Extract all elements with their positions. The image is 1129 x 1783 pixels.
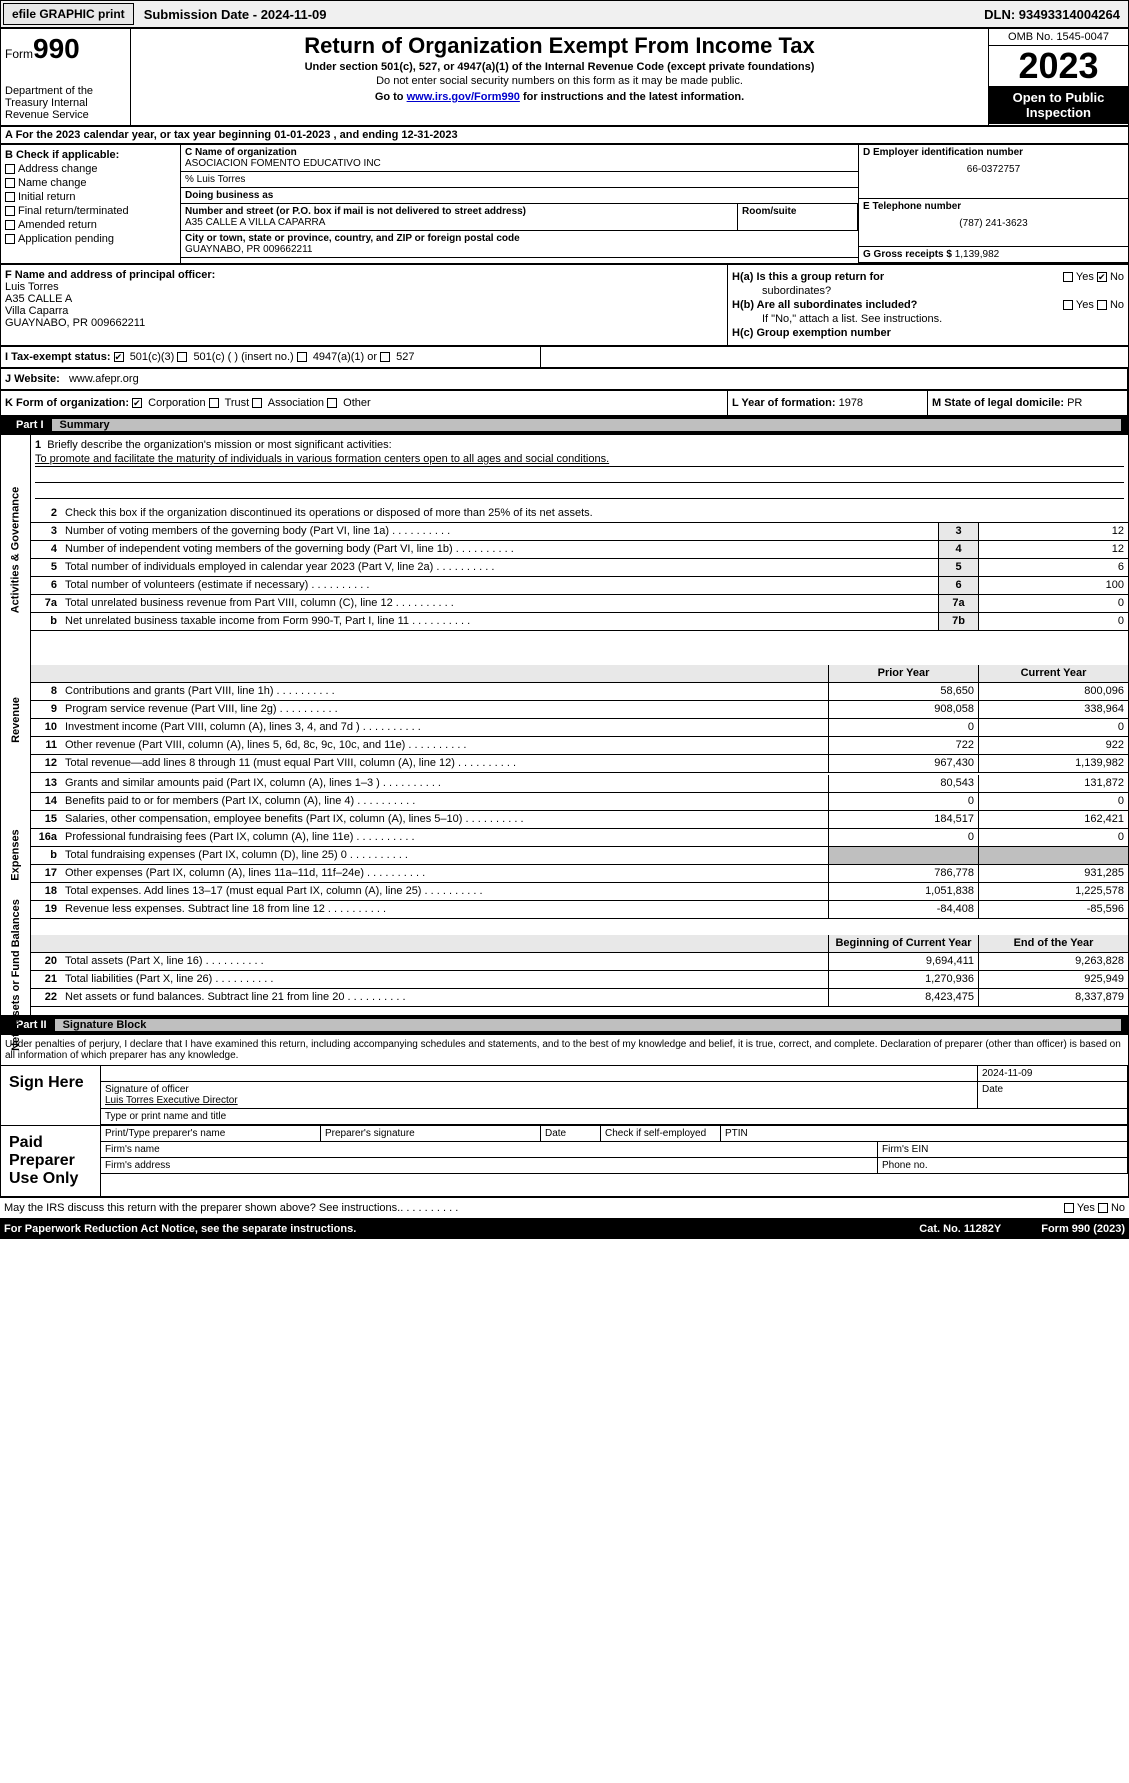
year-formation: 1978	[839, 397, 863, 409]
form-header: Form990 Department of the Treasury Inter…	[0, 28, 1129, 126]
form-title: Return of Organization Exempt From Incom…	[135, 33, 984, 59]
hb-label: H(b) Are all subordinates included?	[732, 299, 917, 311]
ein-label: D Employer identification number	[863, 147, 1124, 158]
topbar: efile GRAPHIC print Submission Date - 20…	[0, 0, 1129, 28]
side-gov: Activities & Governance	[10, 487, 22, 614]
room-label: Room/suite	[742, 206, 796, 217]
hb-no[interactable]	[1097, 300, 1107, 310]
discuss-yes[interactable]	[1064, 1203, 1074, 1213]
ha-label: H(a) Is this a group return for	[732, 271, 884, 283]
dln: DLN: 93493314004264	[976, 4, 1128, 25]
care-of: % Luis Torres	[181, 172, 858, 188]
org-name-label: C Name of organization	[185, 147, 854, 158]
discuss-no[interactable]	[1098, 1203, 1108, 1213]
row-a-calendar: A For the 2023 calendar year, or tax yea…	[0, 126, 1129, 144]
irs-link[interactable]: www.irs.gov/Form990	[407, 91, 520, 103]
open-public: Open to Public Inspection	[989, 86, 1128, 124]
tax-status-label: I Tax-exempt status:	[5, 351, 111, 363]
perjury-text: Under penalties of perjury, I declare th…	[1, 1035, 1128, 1065]
chk-initial[interactable]	[5, 192, 15, 202]
section-b-to-g: B Check if applicable: Address change Na…	[0, 144, 1129, 264]
website-label: J Website:	[5, 373, 60, 385]
row-i-j: I Tax-exempt status: 501(c)(3) 501(c) ( …	[0, 346, 1129, 368]
ein-value: 66-0372757	[863, 164, 1124, 175]
addr-label: Number and street (or P.O. box if mail i…	[185, 206, 733, 217]
org-name: ASOCIACION FOMENTO EDUCATIVO INC	[185, 158, 854, 169]
addr-value: A35 CALLE A VILLA CAPARRA	[185, 217, 733, 228]
hb-yes[interactable]	[1063, 300, 1073, 310]
gross-label: G Gross receipts $	[863, 249, 952, 260]
sign-here-label: Sign Here	[1, 1066, 101, 1125]
chk-other[interactable]	[327, 398, 337, 408]
officer-line-2: Villa Caparra	[5, 305, 723, 317]
discuss-row: May the IRS discuss this return with the…	[0, 1197, 1129, 1218]
chk-name[interactable]	[5, 178, 15, 188]
city-label: City or town, state or province, country…	[185, 233, 854, 244]
dept-label: Department of the Treasury Internal Reve…	[5, 85, 126, 121]
signature-block: Under penalties of perjury, I declare th…	[0, 1034, 1129, 1197]
chk-corp[interactable]	[132, 398, 142, 408]
form-number: Form990	[5, 33, 126, 65]
sig-date: 2024-11-09	[978, 1066, 1128, 1081]
officer-line-1: A35 CALLE A	[5, 293, 723, 305]
chk-pending[interactable]	[5, 234, 15, 244]
hc-label: H(c) Group exemption number	[732, 327, 891, 339]
submission-date: Submission Date - 2024-11-09	[136, 4, 335, 25]
part-1-header: Part I Summary	[0, 416, 1129, 434]
summary-table: Activities & Governance 1 Briefly descri…	[0, 434, 1129, 1016]
ha-yes[interactable]	[1063, 272, 1073, 282]
subtitle-1: Under section 501(c), 527, or 4947(a)(1)…	[135, 61, 984, 73]
section-f-h: F Name and address of principal officer:…	[0, 264, 1129, 346]
goto-line: Go to www.irs.gov/Form990 for instructio…	[135, 91, 984, 103]
side-exp: Expenses	[10, 829, 22, 880]
side-rev: Revenue	[10, 697, 22, 743]
chk-assoc[interactable]	[252, 398, 262, 408]
chk-trust[interactable]	[209, 398, 219, 408]
chk-527[interactable]	[380, 352, 390, 362]
chk-501c[interactable]	[177, 352, 187, 362]
officer-sig-name: Luis Torres Executive Director	[105, 1095, 973, 1106]
website-value: www.afepr.org	[69, 373, 139, 385]
box-b-title: B Check if applicable:	[5, 149, 176, 161]
row-k-l-m: K Form of organization: Corporation Trus…	[0, 390, 1129, 416]
phone-value: (787) 241-3623	[863, 218, 1124, 229]
officer-label: F Name and address of principal officer:	[5, 269, 723, 281]
chk-501c3[interactable]	[114, 352, 124, 362]
ha-no[interactable]	[1097, 272, 1107, 282]
efile-button[interactable]: efile GRAPHIC print	[3, 3, 134, 25]
chk-final[interactable]	[5, 206, 15, 216]
subtitle-2: Do not enter social security numbers on …	[135, 75, 984, 87]
officer-line-3: GUAYNABO, PR 009662211	[5, 317, 723, 329]
city-value: GUAYNABO, PR 009662211	[185, 244, 854, 255]
chk-amended[interactable]	[5, 220, 15, 230]
tax-year: 2023	[989, 46, 1128, 86]
form-org-label: K Form of organization:	[5, 397, 129, 409]
omb-number: OMB No. 1545-0047	[989, 29, 1128, 46]
side-net: Net Assets or Fund Balances	[10, 899, 22, 1051]
part-2-header: Part II Signature Block	[0, 1016, 1129, 1034]
state-domicile: PR	[1067, 397, 1082, 409]
footer-bar: For Paperwork Reduction Act Notice, see …	[0, 1218, 1129, 1239]
chk-address[interactable]	[5, 164, 15, 174]
phone-label: E Telephone number	[863, 201, 1124, 212]
paid-prep-label: Paid Preparer Use Only	[1, 1126, 101, 1196]
mission-text: To promote and facilitate the maturity o…	[35, 453, 1124, 467]
chk-4947[interactable]	[297, 352, 307, 362]
dba-label: Doing business as	[185, 190, 273, 201]
officer-line-0: Luis Torres	[5, 281, 723, 293]
gross-value: 1,139,982	[955, 249, 1000, 260]
